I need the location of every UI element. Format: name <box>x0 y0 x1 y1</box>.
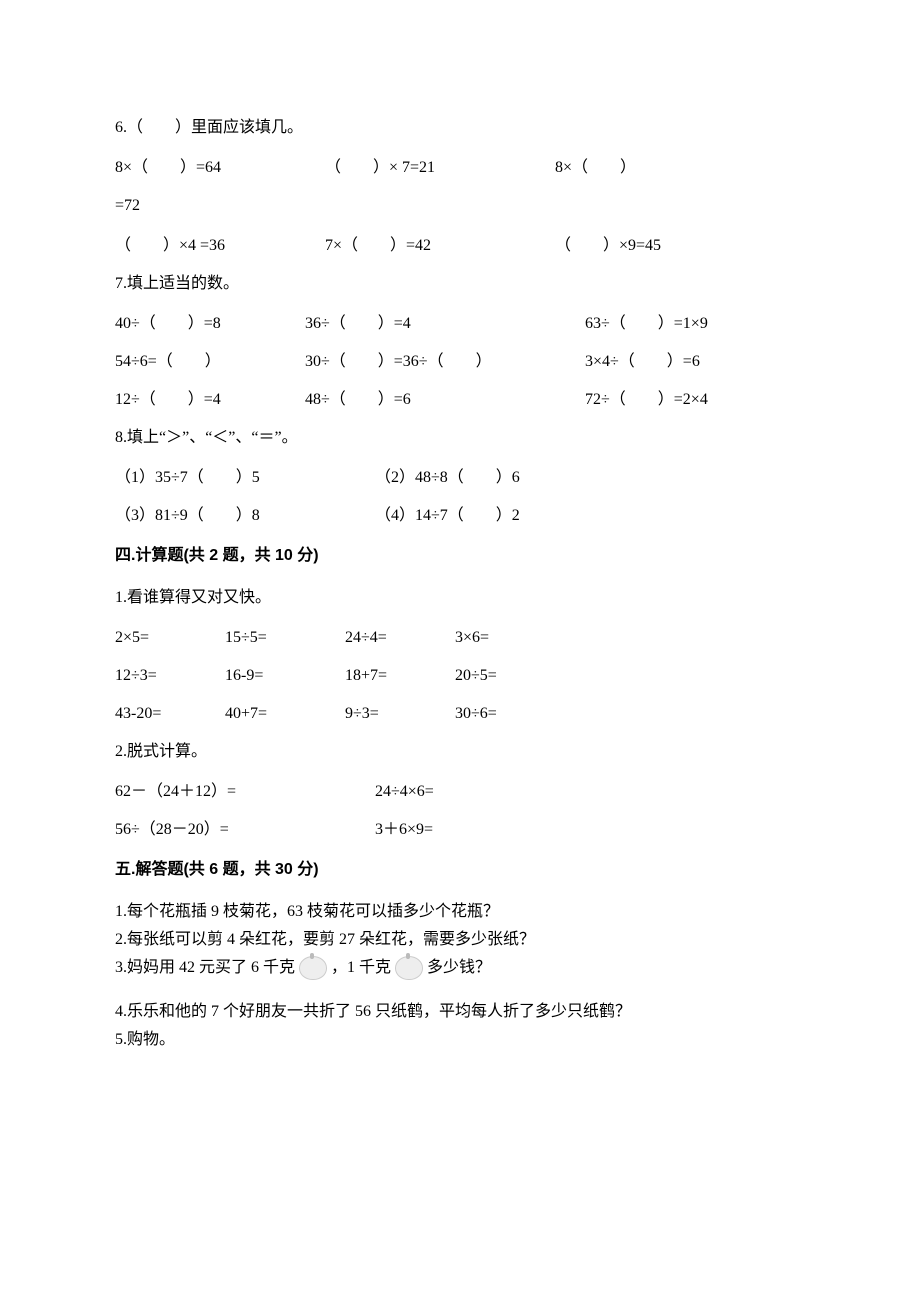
q7-r1-c: 63÷（ ）=1×9 <box>585 312 708 336</box>
s4-p1-r3: 43-20= 40+7= 9÷3= 30÷6= <box>115 702 805 724</box>
q8-r2-b: （4）14÷7（ ）2 <box>375 504 520 528</box>
section5-title: 五.解答题(共 6 题，共 30 分) <box>115 858 805 882</box>
s4p1r3a: 43-20= <box>115 702 161 726</box>
q7-r2-c: 3×4÷（ ）=6 <box>585 350 700 374</box>
q8-r1-a: （1）35÷7（ ）5 <box>115 466 260 490</box>
q6-row2: （ ）×4 =36 7×（ ）=42 （ ）×9=45 <box>115 234 805 256</box>
q7-r2-b: 30÷（ ）=36÷（ ） <box>305 350 492 374</box>
apple-icon <box>395 956 423 980</box>
s4p1r2a: 12÷3= <box>115 664 157 688</box>
s4-p2-r2: 56÷（28－20）= 3＋6×9= <box>115 818 805 840</box>
s4-p1-r1: 2×5= 15÷5= 24÷4= 3×6= <box>115 626 805 648</box>
q6-title: 6.（ ）里面应该填几。 <box>115 116 805 140</box>
s4p2r2a: 56÷（28－20）= <box>115 818 229 842</box>
q7-r1: 40÷（ ）=8 36÷（ ）=4 63÷（ ）=1×9 <box>115 312 805 334</box>
s4-p1-title: 1.看谁算得又对又快。 <box>115 586 805 610</box>
q7-r3-c: 72÷（ ）=2×4 <box>585 388 708 412</box>
q6-r1-c: 8×（ ） <box>555 156 636 180</box>
s4p1r1c: 24÷4= <box>345 626 387 650</box>
s4p1r2d: 20÷5= <box>455 664 497 688</box>
s4p1r1b: 15÷5= <box>225 626 267 650</box>
s5-q3b: ，1 千克 <box>331 959 391 976</box>
s5-q1: 1.每个花瓶插 9 枝菊花，63 枝菊花可以插多少个花瓶？ <box>115 900 805 924</box>
q8-r2: （3）81÷9（ ）8 （4）14÷7（ ）2 <box>115 504 805 526</box>
s5-q3: 3.妈妈用 42 元买了 6 千克 ，1 千克 多少钱？ <box>115 956 805 980</box>
s5-q2: 2.每张纸可以剪 4 朵红花，要剪 27 朵红花，需要多少张纸？ <box>115 928 805 952</box>
s4p1r2b: 16-9= <box>225 664 263 688</box>
s4p1r2c: 18+7= <box>345 664 387 688</box>
q7-r1-b: 36÷（ ）=4 <box>305 312 411 336</box>
q7-r3-b: 48÷（ ）=6 <box>305 388 411 412</box>
s4-p2-r1: 62－（24＋12）= 24÷4×6= <box>115 780 805 802</box>
apple-icon <box>299 956 327 980</box>
q6-r1-b: （ ）× 7=21 <box>325 156 435 180</box>
q6-r2-c: （ ）×9=45 <box>555 234 661 258</box>
q6-r2-a: （ ）×4 =36 <box>115 234 225 258</box>
q7-r3: 12÷（ ）=4 48÷（ ）=6 72÷（ ）=2×4 <box>115 388 805 410</box>
s4p1r3c: 9÷3= <box>345 702 379 726</box>
q8-r2-a: （3）81÷9（ ）8 <box>115 504 260 528</box>
s5-q3c: 多少钱？ <box>427 959 491 976</box>
q7-r2: 54÷6=（ ） 30÷（ ）=36÷（ ） 3×4÷（ ）=6 <box>115 350 805 372</box>
s4p1r1a: 2×5= <box>115 626 149 650</box>
q6-r1-a: 8×（ ）=64 <box>115 156 221 180</box>
s4p1r3d: 30÷6= <box>455 702 497 726</box>
q8-r1-b: （2）48÷8（ ）6 <box>375 466 520 490</box>
s5-q5: 5.购物。 <box>115 1028 805 1052</box>
s4p2r1a: 62－（24＋12）= <box>115 780 236 804</box>
q7-title: 7.填上适当的数。 <box>115 272 805 296</box>
s4p2r1b: 24÷4×6= <box>375 780 434 804</box>
q7-r2-a: 54÷6=（ ） <box>115 350 221 374</box>
q7-r1-a: 40÷（ ）=8 <box>115 312 221 336</box>
q7-r3-a: 12÷（ ）=4 <box>115 388 221 412</box>
q8-title: 8.填上“＞”、“＜”、“＝”。 <box>115 426 805 450</box>
section4-title: 四.计算题(共 2 题，共 10 分) <box>115 544 805 568</box>
s4p1r1d: 3×6= <box>455 626 489 650</box>
q6-r2-b: 7×（ ）=42 <box>325 234 431 258</box>
s4p1r3b: 40+7= <box>225 702 267 726</box>
q6-row1: 8×（ ）=64 （ ）× 7=21 8×（ ） <box>115 156 805 178</box>
s4p2r2b: 3＋6×9= <box>375 818 433 842</box>
s4-p1-r2: 12÷3= 16-9= 18+7= 20÷5= <box>115 664 805 686</box>
q6-row1c2: =72 <box>115 194 805 218</box>
q8-r1: （1）35÷7（ ）5 （2）48÷8（ ）6 <box>115 466 805 488</box>
s4-p2-title: 2.脱式计算。 <box>115 740 805 764</box>
s5-q3a: 3.妈妈用 42 元买了 6 千克 <box>115 959 295 976</box>
s5-q4: 4.乐乐和他的 7 个好朋友一共折了 56 只纸鹤，平均每人折了多少只纸鹤？ <box>115 1000 805 1024</box>
